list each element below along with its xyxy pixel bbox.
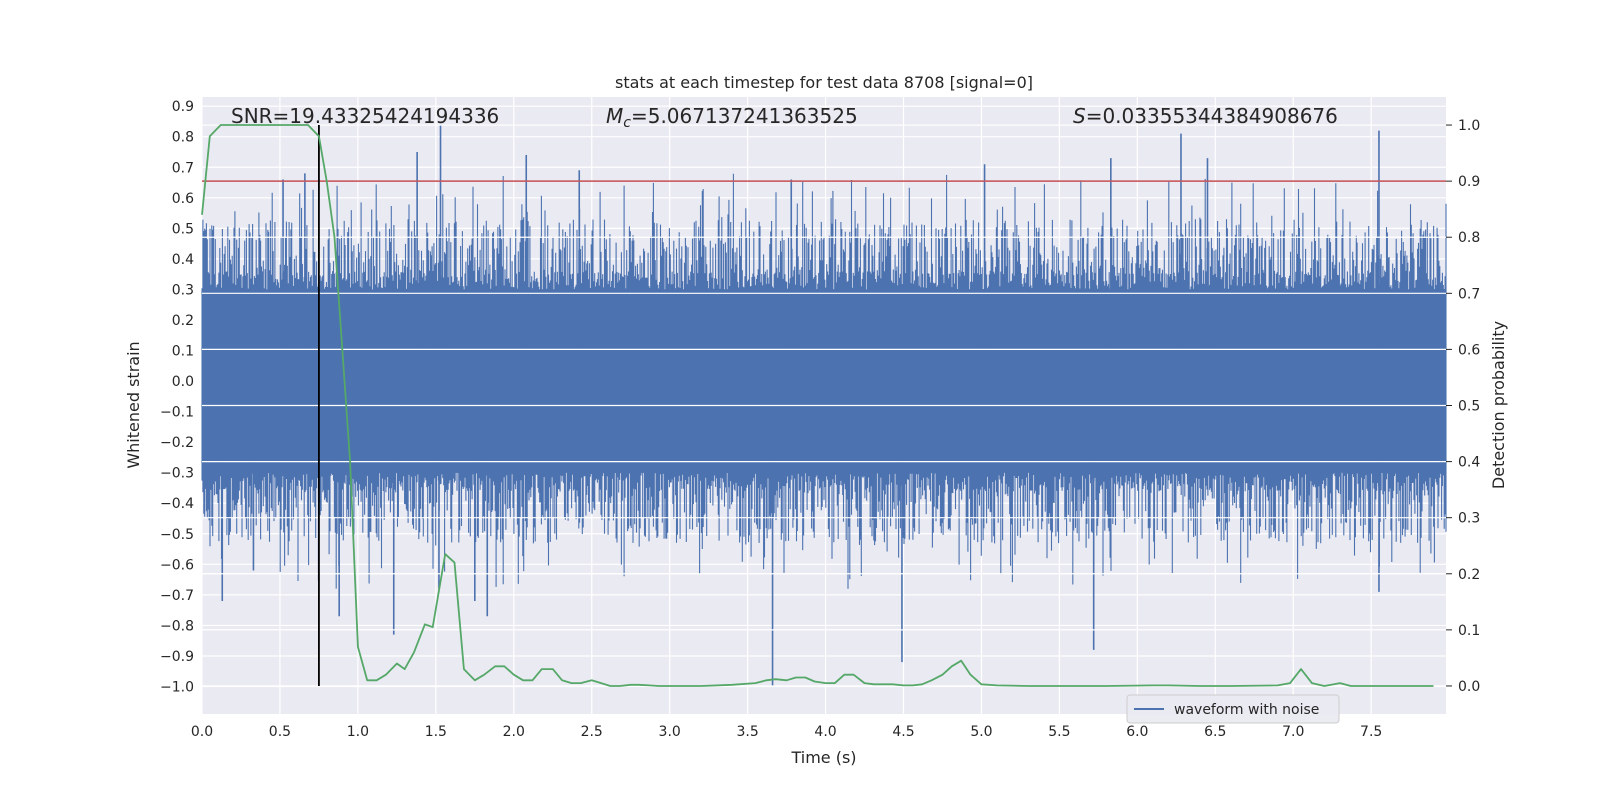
legend: waveform with noise bbox=[1126, 694, 1340, 724]
x-tick-label: 2.5 bbox=[581, 724, 603, 740]
annotation-snr: SNR=19.43325424194336 bbox=[231, 104, 499, 128]
legend-label: waveform with noise bbox=[1174, 702, 1319, 718]
y-tick-label: −0.8 bbox=[160, 618, 194, 634]
annotation-s: S=0.03355344384908676 bbox=[1073, 104, 1338, 128]
y2-axis-label: Detection probability bbox=[1489, 321, 1508, 489]
y-axis-label: Whitened strain bbox=[124, 341, 143, 468]
x-tick-label: 6.5 bbox=[1204, 724, 1226, 740]
y-tick-label: 0.2 bbox=[172, 313, 194, 329]
annotation-s-symbol: S bbox=[1073, 104, 1086, 128]
x-tick-label: 3.5 bbox=[736, 724, 758, 740]
y-tick-label: −0.2 bbox=[160, 435, 194, 451]
y-tick-label: 0.0 bbox=[172, 374, 194, 390]
x-axis-label: Time (s) bbox=[790, 748, 856, 767]
annotation-mc-value: =5.067137241363525 bbox=[631, 104, 858, 128]
x-tick-label: 4.0 bbox=[814, 724, 836, 740]
y2-tick-label: 0.8 bbox=[1458, 230, 1480, 246]
x-tick-label: 6.0 bbox=[1126, 724, 1148, 740]
noise-waveform bbox=[201, 173, 1447, 589]
x-tick-labels: 0.0 0.5 1.0 1.5 2.0 2.5 3.0 3.5 4.0 4.5 5.0 5.5 6.0 6… bbox=[191, 724, 1382, 740]
y-tick-label: −0.7 bbox=[160, 588, 194, 604]
y-tick-label: −0.9 bbox=[160, 649, 194, 665]
y2-tick-labels: 0.0 0.1 0.2 0.3 0.4 0.5 0.6 0.7 0.8 0.9 1.0 bbox=[1446, 118, 1480, 695]
overlay-lines bbox=[202, 125, 1446, 686]
y-tick-label: 0.5 bbox=[172, 221, 194, 237]
y2-tick-label: 0.0 bbox=[1458, 679, 1480, 695]
y-tick-label: 0.7 bbox=[172, 160, 194, 176]
y-tick-label: 0.3 bbox=[172, 282, 194, 298]
y2-tick-label: 0.2 bbox=[1458, 567, 1480, 583]
x-tick-label: 1.5 bbox=[425, 724, 447, 740]
y2-tick-label: 0.6 bbox=[1458, 342, 1480, 358]
y2-tick-label: 0.3 bbox=[1458, 511, 1480, 527]
y2-tick-label: 0.7 bbox=[1458, 286, 1480, 302]
annotation-chirp-mass: Mc=5.067137241363525 bbox=[606, 104, 858, 131]
y-tick-label: −0.4 bbox=[160, 496, 194, 512]
x-tick-label: 2.0 bbox=[503, 724, 525, 740]
y-tick-labels: 0.9 0.8 0.7 0.6 0.5 0.4 0.3 0.2 0.1 0.0 −0.1 −0.2 −0… bbox=[160, 99, 194, 695]
annotation-s-value: =0.03355344384908676 bbox=[1086, 104, 1338, 128]
y-tick-label: −0.5 bbox=[160, 527, 194, 543]
y2-tick-label: 0.9 bbox=[1458, 174, 1480, 190]
y-tick-label: 0.4 bbox=[172, 252, 194, 268]
x-tick-label: 7.5 bbox=[1360, 724, 1382, 740]
y-tick-label: −0.1 bbox=[160, 405, 194, 421]
legend-box bbox=[1126, 694, 1340, 724]
x-tick-label: 4.5 bbox=[892, 724, 914, 740]
y-tick-label: 0.1 bbox=[172, 344, 194, 360]
x-tick-label: 1.0 bbox=[347, 724, 369, 740]
x-tick-label: 5.0 bbox=[970, 724, 992, 740]
y2-tick-label: 1.0 bbox=[1458, 118, 1480, 134]
series-waveform-with-noise bbox=[201, 124, 1447, 687]
y-tick-label: −0.6 bbox=[160, 557, 194, 573]
x-tick-label: 3.0 bbox=[659, 724, 681, 740]
probability-line bbox=[201, 124, 1434, 687]
x-tick-label: 0.5 bbox=[269, 724, 291, 740]
y-tick-label: −0.3 bbox=[160, 466, 194, 482]
y-tick-label: −1.0 bbox=[160, 680, 194, 696]
y2-tick-label: 0.1 bbox=[1458, 623, 1480, 639]
y-tick-label: 0.9 bbox=[172, 99, 194, 115]
y2-tick-label: 0.4 bbox=[1458, 455, 1480, 471]
x-tick-label: 7.0 bbox=[1282, 724, 1304, 740]
y-tick-label: 0.8 bbox=[172, 130, 194, 146]
x-tick-label: 5.5 bbox=[1048, 724, 1070, 740]
x-tick-label: 0.0 bbox=[191, 724, 213, 740]
y2-tick-label: 0.5 bbox=[1458, 399, 1480, 415]
y-tick-label: 0.6 bbox=[172, 191, 194, 207]
annotation-mc-symbol: M bbox=[606, 104, 623, 128]
series-detection-probability bbox=[201, 124, 1434, 687]
chart-title: stats at each timestep for test data 870… bbox=[615, 73, 1033, 92]
annotation-mc-sub: c bbox=[623, 115, 631, 131]
